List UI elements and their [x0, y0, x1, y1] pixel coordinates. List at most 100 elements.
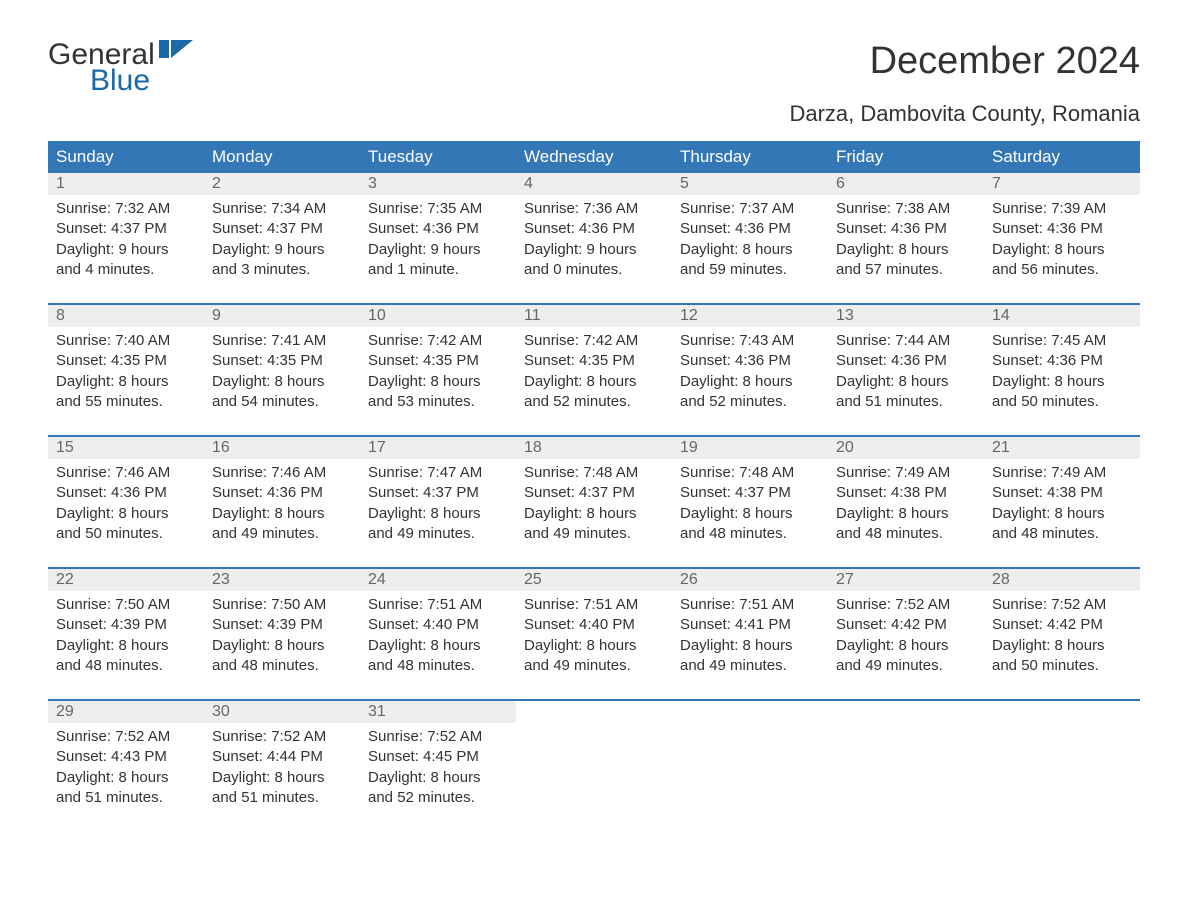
sunrise-text: Sunrise: 7:41 AM [212, 331, 352, 351]
daylight-line2: and 49 minutes. [524, 524, 664, 544]
week-separator [48, 546, 1140, 568]
sunset-text: Sunset: 4:42 PM [992, 615, 1132, 635]
sunrise-text: Sunrise: 7:51 AM [524, 595, 664, 615]
sunset-text: Sunset: 4:40 PM [368, 615, 508, 635]
day-number: 12 [672, 304, 828, 327]
day-cell: Sunrise: 7:44 AMSunset: 4:36 PMDaylight:… [828, 327, 984, 414]
daylight-line2: and 4 minutes. [56, 260, 196, 280]
day-cell: Sunrise: 7:50 AMSunset: 4:39 PMDaylight:… [48, 591, 204, 678]
sunset-text: Sunset: 4:35 PM [524, 351, 664, 371]
day-cell: Sunrise: 7:49 AMSunset: 4:38 PMDaylight:… [984, 459, 1140, 546]
day-number: 20 [828, 436, 984, 459]
daynum-row: 22232425262728 [48, 568, 1140, 591]
day-number: 31 [360, 700, 516, 723]
sunset-text: Sunset: 4:37 PM [368, 483, 508, 503]
day-cell [516, 723, 672, 810]
sunrise-text: Sunrise: 7:43 AM [680, 331, 820, 351]
day-cell: Sunrise: 7:37 AMSunset: 4:36 PMDaylight:… [672, 195, 828, 282]
sunset-text: Sunset: 4:35 PM [212, 351, 352, 371]
sunrise-text: Sunrise: 7:45 AM [992, 331, 1132, 351]
header: General Blue December 2024 Darza, Dambov… [48, 40, 1140, 133]
day-header: Sunday [48, 141, 204, 173]
sunset-text: Sunset: 4:37 PM [524, 483, 664, 503]
daylight-line2: and 1 minute. [368, 260, 508, 280]
week-separator [48, 282, 1140, 304]
sunset-text: Sunset: 4:44 PM [212, 747, 352, 767]
daylight-line2: and 49 minutes. [680, 656, 820, 676]
page-title: December 2024 [789, 40, 1140, 83]
day-header: Monday [204, 141, 360, 173]
calendar-table: SundayMondayTuesdayWednesdayThursdayFrid… [48, 141, 1140, 810]
daylight-line2: and 48 minutes. [680, 524, 820, 544]
day-cell: Sunrise: 7:52 AMSunset: 4:45 PMDaylight:… [360, 723, 516, 810]
sunrise-text: Sunrise: 7:52 AM [212, 727, 352, 747]
sunrise-text: Sunrise: 7:42 AM [524, 331, 664, 351]
sunrise-text: Sunrise: 7:50 AM [56, 595, 196, 615]
daylight-line1: Daylight: 8 hours [368, 504, 508, 524]
daylight-line1: Daylight: 9 hours [212, 240, 352, 260]
daylight-line2: and 49 minutes. [524, 656, 664, 676]
daylight-line2: and 57 minutes. [836, 260, 976, 280]
daylight-line2: and 56 minutes. [992, 260, 1132, 280]
day-number: 13 [828, 304, 984, 327]
daylight-line1: Daylight: 8 hours [836, 636, 976, 656]
sunrise-text: Sunrise: 7:52 AM [56, 727, 196, 747]
daylight-line2: and 52 minutes. [524, 392, 664, 412]
day-number: 22 [48, 568, 204, 591]
daylight-line1: Daylight: 9 hours [524, 240, 664, 260]
content-row: Sunrise: 7:40 AM Sunset: 4:35 PM Daylight:… [48, 327, 1140, 414]
day-number: 10 [360, 304, 516, 327]
daylight-line2: and 50 minutes. [992, 656, 1132, 676]
day-cell: Sunrise: 7:46 AMSunset: 4:36 PMDaylight:… [204, 459, 360, 546]
day-number: 4 [516, 173, 672, 195]
daylight-line2: and 51 minutes. [212, 788, 352, 808]
week-separator [48, 414, 1140, 436]
day-number: 30 [204, 700, 360, 723]
day-cell: Sunrise: 7:35 AMSunset: 4:36 PMDaylight:… [360, 195, 516, 282]
sunset-text: Sunset: 4:42 PM [836, 615, 976, 635]
sunset-text: Sunset: 4:36 PM [368, 219, 508, 239]
daylight-line2: and 0 minutes. [524, 260, 664, 280]
sunrise-text: Sunrise: 7:38 AM [836, 199, 976, 219]
sunrise-text: Sunrise: 7:49 AM [836, 463, 976, 483]
daylight-line1: Daylight: 8 hours [836, 372, 976, 392]
daylight-line1: Daylight: 8 hours [56, 768, 196, 788]
daylight-line2: and 51 minutes. [56, 788, 196, 808]
content-row: Sunrise: 7:52 AMSunset: 4:43 PMDaylight:… [48, 723, 1140, 810]
daylight-line1: Daylight: 8 hours [56, 636, 196, 656]
daylight-line2: and 53 minutes. [368, 392, 508, 412]
daylight-line2: and 59 minutes. [680, 260, 820, 280]
daylight-line2: and 55 minutes. [56, 392, 196, 412]
sunrise-text: Sunrise: 7:39 AM [992, 199, 1132, 219]
logo: General Blue [48, 40, 193, 96]
day-number: 25 [516, 568, 672, 591]
day-number: 14 [984, 304, 1140, 327]
daylight-line1: Daylight: 8 hours [680, 240, 820, 260]
daylight-line1: Daylight: 8 hours [992, 636, 1132, 656]
day-cell: Sunrise: 7:38 AMSunset: 4:36 PMDaylight:… [828, 195, 984, 282]
day-header: Saturday [984, 141, 1140, 173]
day-number: 6 [828, 173, 984, 195]
daylight-line1: Daylight: 8 hours [212, 636, 352, 656]
day-cell: Sunrise: 7:50 AMSunset: 4:39 PMDaylight:… [204, 591, 360, 678]
day-number: 28 [984, 568, 1140, 591]
daylight-line2: and 52 minutes. [680, 392, 820, 412]
day-header: Wednesday [516, 141, 672, 173]
daylight-line1: Daylight: 8 hours [992, 504, 1132, 524]
week-separator [48, 678, 1140, 700]
day-number: 29 [48, 700, 204, 723]
sunrise-text: Sunrise: 7:52 AM [368, 727, 508, 747]
sunset-text: Sunset: 4:36 PM [992, 351, 1132, 371]
sunset-text: Sunset: 4:36 PM [992, 219, 1132, 239]
daylight-line1: Daylight: 8 hours [524, 504, 664, 524]
day-number: 24 [360, 568, 516, 591]
sunrise-text: Sunrise: 7:52 AM [836, 595, 976, 615]
daylight-line2: and 48 minutes. [212, 656, 352, 676]
daylight-line1: Daylight: 8 hours [212, 768, 352, 788]
daylight-line2: and 49 minutes. [836, 656, 976, 676]
sunrise-text: Sunrise: 7:40 AM [56, 331, 196, 351]
sunset-text: Sunset: 4:40 PM [524, 615, 664, 635]
sunset-text: Sunset: 4:45 PM [368, 747, 508, 767]
daylight-line2: and 48 minutes. [56, 656, 196, 676]
day-cell [828, 723, 984, 810]
